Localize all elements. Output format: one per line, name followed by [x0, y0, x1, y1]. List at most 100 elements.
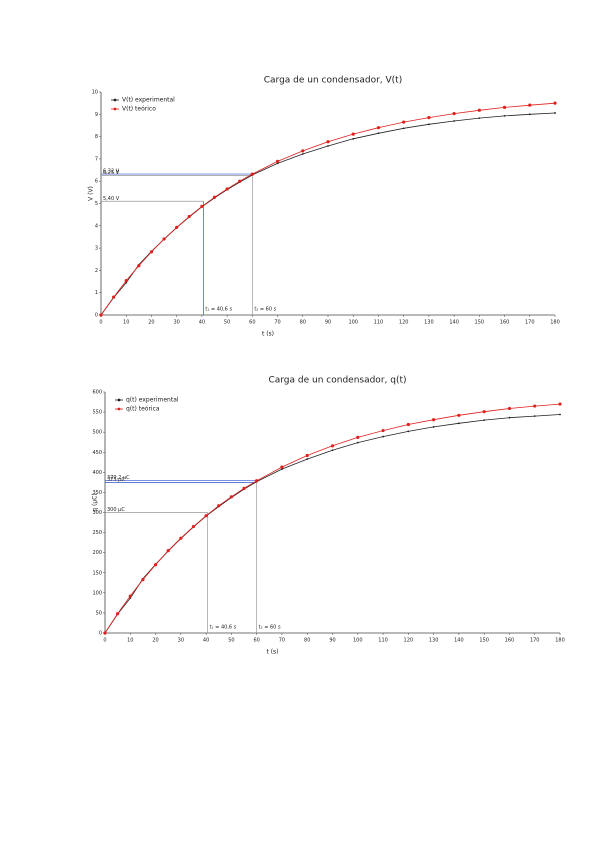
x-tick-label: 100: [348, 320, 358, 326]
x-tick-label: 140: [449, 320, 459, 326]
data-point: [402, 127, 405, 130]
data-point: [280, 465, 284, 469]
reference-label: t₂ = 60 s: [259, 625, 281, 631]
x-tick-label: 140: [454, 638, 464, 644]
y-tick-label: 600: [92, 390, 102, 396]
data-point: [427, 116, 431, 120]
x-tick-label: 60: [253, 638, 259, 644]
data-point: [179, 536, 183, 540]
data-point: [125, 281, 128, 284]
data-point: [204, 514, 208, 518]
y-tick-label: 550: [92, 410, 102, 416]
data-point: [200, 204, 204, 208]
y-tick-label: 9: [95, 112, 98, 118]
legend-marker: [113, 107, 117, 111]
x-tick-label: 80: [304, 638, 310, 644]
data-point: [301, 153, 304, 155]
legend-label: V(t) teórico: [122, 106, 156, 113]
y-tick-label: 4: [95, 223, 98, 229]
chart-title: Carga de un condensador, q(t): [268, 376, 406, 386]
data-point: [528, 113, 531, 116]
legend-marker: [117, 398, 121, 402]
data-point: [306, 458, 309, 460]
data-point: [116, 612, 120, 616]
data-point: [356, 441, 359, 444]
x-tick-label: 70: [279, 638, 285, 644]
data-point: [453, 120, 456, 122]
data-point: [225, 187, 229, 191]
data-point: [281, 468, 283, 471]
reference-label: 6,32 V: [103, 169, 120, 175]
x-tick-label: 10: [123, 320, 129, 326]
data-point: [478, 117, 481, 119]
x-tick-label: 110: [378, 638, 388, 644]
data-point: [507, 406, 512, 411]
y-tick-label: 250: [92, 530, 102, 536]
x-tick-label: 50: [228, 638, 234, 644]
x-tick-label: 0: [99, 320, 102, 326]
data-point: [406, 422, 410, 427]
data-point: [554, 112, 556, 114]
x-tick-label: 120: [399, 320, 409, 326]
x-axis-label: t (s): [266, 649, 278, 656]
y-tick-label: 7: [95, 156, 98, 162]
x-tick-label: 30: [173, 320, 179, 326]
y-tick-label: 500: [92, 430, 102, 436]
data-point: [503, 114, 506, 117]
x-tick-label: 150: [475, 320, 485, 326]
x-tick-label: 30: [178, 638, 184, 644]
data-point: [457, 413, 461, 417]
x-tick-label: 160: [500, 320, 510, 326]
data-point: [305, 453, 309, 458]
data-point: [129, 597, 132, 599]
data-point: [457, 422, 460, 425]
data-point: [124, 279, 128, 283]
legend-label: q(t) experimental: [126, 397, 179, 404]
y-tick-label: 200: [92, 550, 102, 556]
reference-label: 300 μC: [107, 507, 125, 513]
x-tick-label: 110: [374, 320, 384, 326]
data-point: [229, 495, 233, 499]
legend-label: q(t) teórica: [126, 406, 160, 413]
x-tick-label: 180: [555, 638, 565, 644]
data-point: [166, 549, 170, 553]
y-tick-label: 8: [95, 134, 98, 140]
x-tick-label: 20: [148, 320, 154, 326]
x-tick-label: 50: [224, 320, 230, 326]
x-tick-label: 70: [274, 320, 280, 326]
x-tick-label: 20: [152, 638, 158, 644]
x-tick-label: 170: [525, 320, 535, 326]
y-tick-label: 150: [92, 570, 102, 576]
data-point: [301, 149, 305, 153]
reference-label: t₁ = 40,6 s: [210, 625, 237, 631]
x-tick-label: 40: [199, 320, 205, 326]
y-tick-label: 400: [92, 470, 102, 476]
x-tick-label: 120: [404, 638, 414, 644]
data-point: [326, 140, 330, 144]
data-point: [187, 214, 191, 219]
data-point: [250, 172, 254, 176]
y-tick-label: 300: [92, 510, 102, 516]
data-point: [533, 404, 537, 408]
data-point: [128, 594, 132, 598]
x-tick-label: 150: [479, 638, 489, 644]
data-point: [508, 416, 511, 419]
data-point: [255, 479, 259, 483]
data-point: [352, 137, 355, 140]
x-tick-label: 180: [550, 320, 560, 326]
data-point: [528, 103, 532, 107]
reference-label: t₂ = 60 s: [254, 307, 276, 313]
x-tick-label: 0: [103, 638, 106, 644]
data-point: [376, 126, 381, 130]
x-tick-label: 130: [429, 638, 439, 644]
y-tick-label: 350: [92, 490, 102, 496]
data-point: [276, 162, 279, 165]
data-point: [483, 419, 486, 422]
data-point: [381, 428, 385, 433]
data-point: [330, 444, 335, 448]
data-point: [559, 413, 561, 416]
data-point: [137, 264, 141, 268]
data-point: [141, 577, 145, 582]
x-tick-label: 10: [127, 638, 133, 644]
y-tick-label: 0: [95, 313, 98, 319]
